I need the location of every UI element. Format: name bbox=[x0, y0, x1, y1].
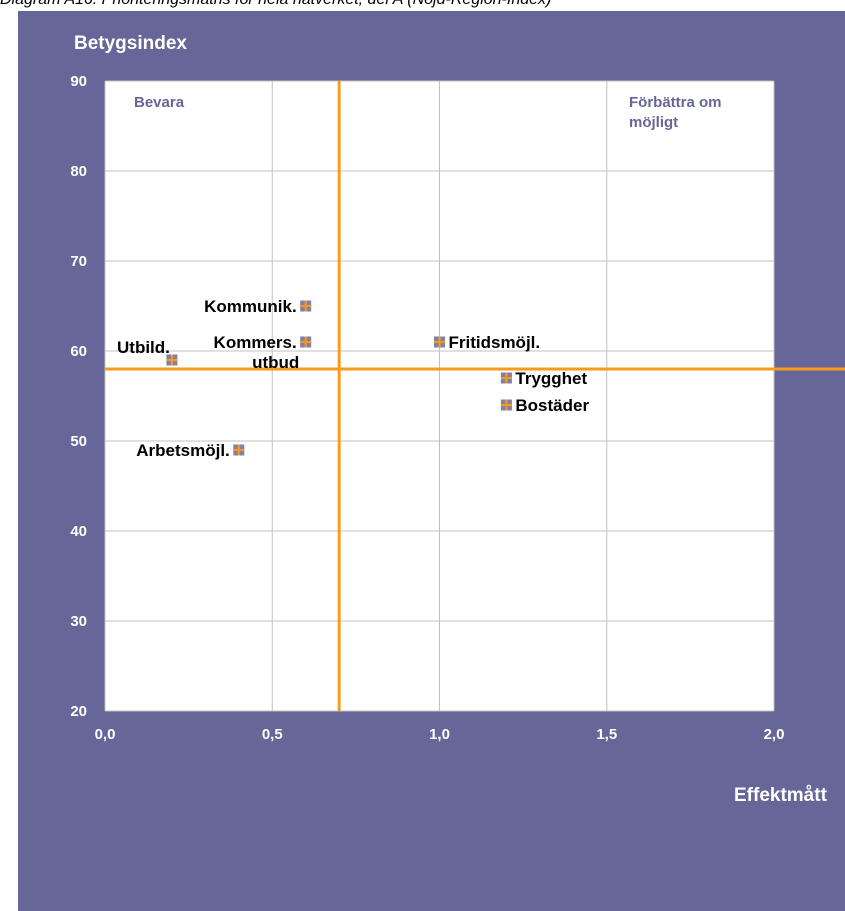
data-point: Bostäder bbox=[500, 396, 589, 415]
y-tick-label: 50 bbox=[70, 433, 87, 450]
x-tick-label: 2,0 bbox=[764, 726, 785, 743]
y-tick-label: 30 bbox=[70, 613, 87, 630]
point-label: Kommers. bbox=[214, 333, 297, 352]
point-label: Trygghet bbox=[515, 369, 587, 388]
y-tick-label: 90 bbox=[70, 73, 87, 90]
y-tick-label: 70 bbox=[70, 253, 87, 270]
point-label: Bostäder bbox=[515, 396, 589, 415]
quadrant-label-top-left: Bevara bbox=[134, 94, 185, 111]
chart-frame: 20 30 40 50 60 70 80 90 0,0 0,5 1,0 1,5 2,0 Betygsind… bbox=[18, 11, 845, 911]
y-tick-label: 40 bbox=[70, 523, 87, 540]
x-tick-label: 1,5 bbox=[596, 726, 617, 743]
figure-caption: Diagram A16: Prioriteringsmatris för hel… bbox=[0, 0, 845, 11]
y-axis-title: Betygsindex bbox=[74, 33, 187, 54]
x-tick-label: 0,5 bbox=[262, 726, 283, 743]
x-axis-title: Effektmått bbox=[734, 785, 828, 806]
data-point: Trygghet bbox=[500, 369, 588, 388]
y-tick-label: 80 bbox=[70, 163, 87, 180]
quadrant-label-bottom-right: Prioritera bbox=[653, 784, 720, 801]
point-label: utbud bbox=[252, 353, 299, 372]
scatter-chart: 20 30 40 50 60 70 80 90 0,0 0,5 1,0 1,5 2,0 Betygsind… bbox=[70, 33, 845, 806]
point-label: Utbild. bbox=[117, 338, 170, 357]
data-point: Kommers.utbud bbox=[214, 333, 312, 372]
point-label: Fritidsmöjl. bbox=[449, 333, 541, 352]
quadrant-label-bottom-left: Lägre prioritet bbox=[134, 779, 236, 796]
x-tick-label: 0,0 bbox=[95, 726, 116, 743]
y-tick-label: 60 bbox=[70, 343, 87, 360]
data-point: Fritidsmöjl. bbox=[434, 333, 540, 352]
point-label: Arbetsmöjl. bbox=[136, 441, 230, 460]
data-point: Kommunik. bbox=[204, 297, 312, 316]
data-point: Arbetsmöjl. bbox=[136, 441, 245, 460]
quadrant-label-top-right: Förbättra om bbox=[629, 94, 722, 111]
x-tick-label: 1,0 bbox=[429, 726, 450, 743]
quadrant-label-top-right: möjligt bbox=[629, 114, 678, 131]
point-label: Kommunik. bbox=[204, 297, 297, 316]
data-point: Utbild. bbox=[117, 338, 178, 366]
y-tick-label: 20 bbox=[70, 703, 87, 720]
